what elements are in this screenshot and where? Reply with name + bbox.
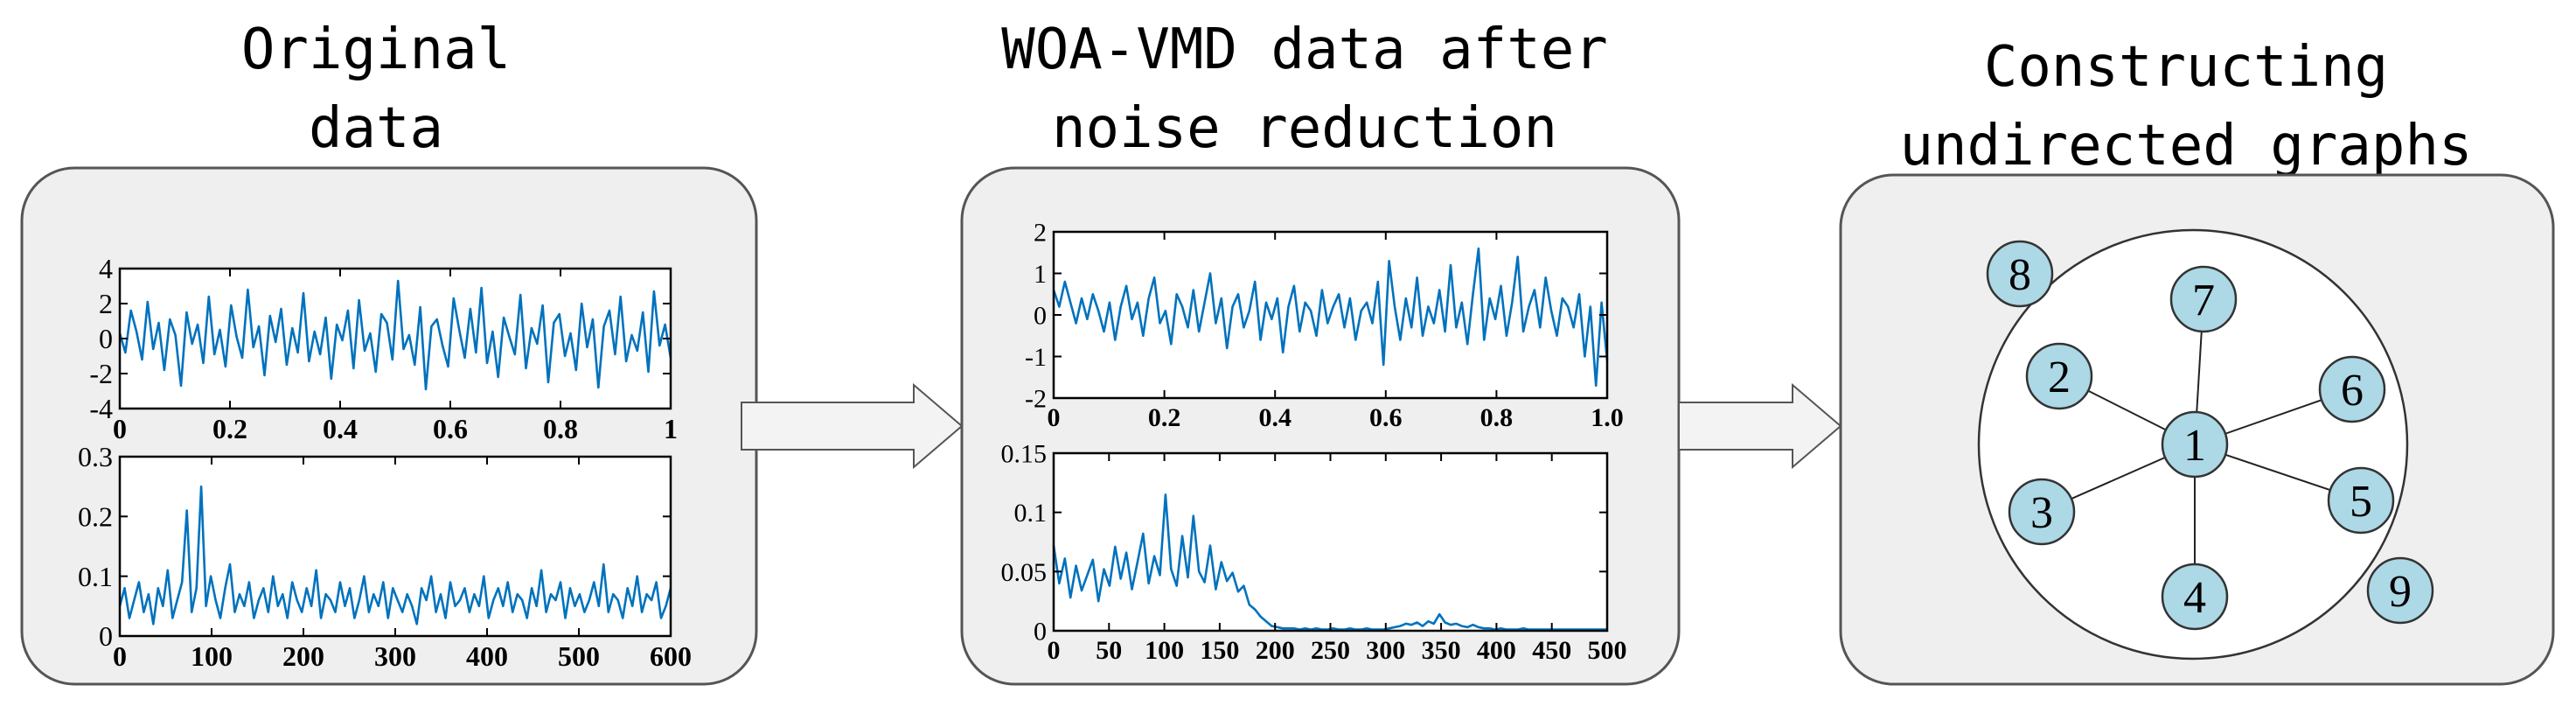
x-tick-label: 150	[1200, 636, 1239, 665]
x-tick-label: 500	[558, 640, 600, 672]
node-2-circle	[2025, 342, 2093, 410]
stage-3-title-line-2: undirected graphs	[1899, 114, 2472, 178]
node-1-label: 1	[2183, 421, 2206, 471]
node-8-circle	[1986, 240, 2054, 308]
series-line-signal	[118, 279, 672, 391]
x-tick-label: 300	[374, 640, 416, 672]
x-tick-label: 0.6	[1369, 403, 1403, 432]
y-tick-label: -2	[89, 358, 113, 389]
node-7-circle	[2169, 265, 2238, 333]
y-tick-label: 0.05	[1001, 558, 1048, 587]
x-tick-label: 0.2	[212, 413, 247, 444]
stage-3-title: Constructing undirected graphs	[1899, 35, 2472, 178]
y-tick-label: 2	[99, 288, 113, 319]
graph-node-4: 4	[2161, 563, 2229, 631]
node-5-circle	[2327, 466, 2395, 535]
stage-1-title-line-1: Original	[241, 17, 511, 82]
y-tick-label: 0.3	[78, 441, 113, 472]
graph-node-3: 3	[2008, 478, 2076, 546]
graph-node-7: 7	[2169, 265, 2238, 333]
x-tick-label: 0	[113, 640, 127, 672]
series-line-denoised	[1052, 247, 1609, 388]
graph-node-6: 6	[2318, 355, 2386, 423]
original-spectrum-chart: 0 100 200 300 400 500 600 0.3 0.2 0.1 0	[78, 441, 692, 672]
x-tick-label: 500	[1588, 636, 1627, 665]
x-tick-label: 100	[191, 640, 233, 672]
node-8-label: 8	[2009, 250, 2031, 300]
y-tick-label: 1	[1034, 260, 1047, 289]
y-tick-label: 0.2	[78, 501, 113, 533]
stage-2-title-line-2: noise reduction	[1052, 96, 1557, 161]
undirected-graph: 8 7 2 6 1 3 5 4	[1977, 228, 2434, 661]
y-tick-label: 4	[99, 253, 113, 284]
y-tick-label: 0.15	[1001, 440, 1048, 469]
y-tick-label: 2	[1034, 219, 1047, 248]
stage-1-title: Original data	[241, 17, 511, 161]
x-tick-label: 0	[1048, 636, 1061, 665]
y-tick-label: 0	[99, 620, 113, 652]
graph-node-8: 8	[1986, 240, 2054, 308]
x-tick-label: 0	[1048, 403, 1061, 432]
stage-2-title: WOA-VMD data after noise reduction	[1001, 17, 1608, 161]
x-tick-label: 200	[1256, 636, 1295, 665]
arrow-to-stage-2	[741, 382, 964, 470]
x-tick-label: 0.2	[1148, 403, 1181, 432]
y-tick-label: -4	[89, 393, 113, 424]
node-2-label: 2	[2048, 353, 2071, 402]
node-9-circle	[2366, 556, 2434, 625]
x-tick-label: 250	[1311, 636, 1350, 665]
graph-node-5: 5	[2327, 466, 2395, 535]
x-tick-label: 0.4	[323, 413, 358, 444]
y-tick-label: 0	[1034, 302, 1047, 331]
stage-3-title-line-1: Constructing	[1984, 35, 2388, 100]
x-tick-label: 400	[466, 640, 508, 672]
graph-node-1: 1	[2161, 410, 2229, 479]
node-7-label: 7	[2192, 276, 2215, 325]
y-tick-label: 0	[1034, 618, 1047, 647]
x-tick-label: 100	[1145, 636, 1184, 665]
series-line-spectrum	[118, 485, 672, 626]
x-tick-label: 0	[113, 413, 127, 444]
graph-node-2: 2	[2025, 342, 2093, 410]
node-3-label: 3	[2030, 488, 2053, 538]
y-tick-label: -1	[1025, 343, 1047, 372]
x-tick-label: 450	[1532, 636, 1571, 665]
y-tick-label: 0.1	[1014, 499, 1048, 528]
arrow-to-stage-3	[1678, 382, 1842, 470]
x-tick-label: 600	[650, 640, 692, 672]
node-6-circle	[2318, 355, 2386, 423]
stage-2-title-line-1: WOA-VMD data after	[1001, 17, 1608, 82]
node-5-label: 5	[2350, 477, 2372, 527]
x-tick-label: 300	[1366, 636, 1405, 665]
stage-1-title-line-2: data	[309, 96, 443, 161]
y-tick-label: -2	[1025, 385, 1047, 414]
denoised-spectrum-chart: 0 50 100 150 200 250 300 350 400 450 500 0.15 0.1 0.0…	[1001, 440, 1627, 666]
x-tick-label: 50	[1096, 636, 1122, 665]
node-4-circle	[2161, 563, 2229, 631]
y-tick-label: 0.1	[78, 561, 113, 592]
x-tick-label: 1.0	[1591, 403, 1624, 432]
x-tick-label: 0.4	[1258, 403, 1291, 432]
x-tick-label: 200	[282, 640, 324, 672]
plot-area	[1054, 453, 1607, 631]
x-tick-label: 0.8	[1480, 403, 1514, 432]
x-tick-label: 0.8	[543, 413, 578, 444]
denoised-time-series-chart: 0 0.2 0.4 0.6 0.8 1.0 2 1 0 -1 -2	[1025, 219, 1624, 433]
node-4-label: 4	[2183, 573, 2206, 623]
node-3-circle	[2008, 478, 2076, 546]
node-1-circle	[2161, 410, 2229, 479]
node-6-label: 6	[2341, 366, 2364, 416]
x-tick-label: 400	[1477, 636, 1516, 665]
plot-area	[120, 457, 671, 636]
node-9-label: 9	[2389, 567, 2412, 617]
x-tick-label: 1	[664, 413, 678, 444]
x-tick-label: 0.6	[433, 413, 468, 444]
graph-node-9: 9	[2366, 556, 2434, 625]
x-tick-label: 350	[1422, 636, 1461, 665]
y-tick-label: 0	[99, 323, 113, 354]
